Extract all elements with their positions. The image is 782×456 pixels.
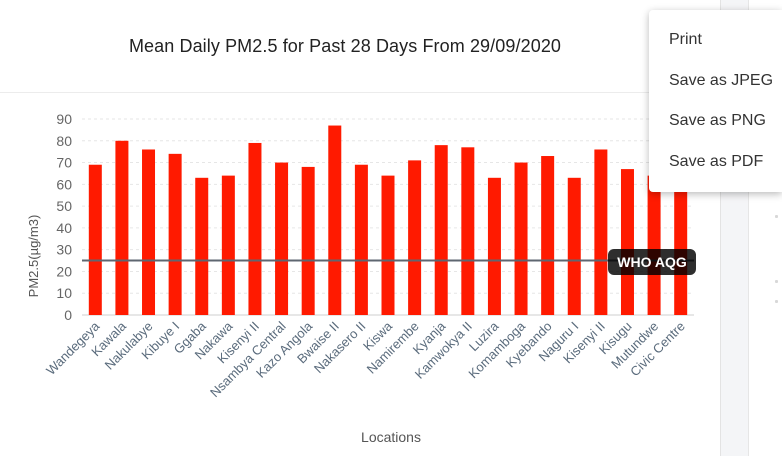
bar[interactable]: [382, 176, 395, 315]
y-tick-label: 30: [56, 242, 72, 258]
bar[interactable]: [142, 149, 155, 315]
bar[interactable]: [328, 126, 341, 315]
bar[interactable]: [461, 147, 474, 315]
card-header: Mean Daily PM2.5 for Past 28 Days From 2…: [0, 0, 720, 93]
bar[interactable]: [621, 169, 634, 315]
bar[interactable]: [195, 178, 208, 315]
bar[interactable]: [275, 163, 288, 315]
bar[interactable]: [435, 145, 448, 315]
y-tick-label: 20: [56, 263, 72, 279]
export-menu: Print Save as JPEG Save as PNG Save as P…: [649, 10, 782, 192]
bars: [89, 126, 687, 315]
y-tick-label: 0: [64, 307, 72, 323]
y-tick-label: 60: [56, 176, 72, 192]
y-tick-label: 80: [56, 133, 72, 149]
y-tick-label: 70: [56, 155, 72, 171]
chart-card: Mean Daily PM2.5 for Past 28 Days From 2…: [0, 0, 721, 456]
who-aqg-label: WHO AQG: [608, 249, 696, 275]
chart-title: Mean Daily PM2.5 for Past 28 Days From 2…: [0, 36, 690, 57]
y-tick-label: 10: [56, 285, 72, 301]
y-tick-label: 90: [56, 111, 72, 127]
bar[interactable]: [248, 143, 261, 315]
bar[interactable]: [89, 165, 102, 315]
y-tick-label: 50: [56, 198, 72, 214]
bar[interactable]: [541, 156, 554, 315]
bar[interactable]: [594, 149, 607, 315]
y-axis-label: PM2.5(µg/m3): [26, 215, 41, 298]
menu-item-save-pdf[interactable]: Save as PDF: [649, 142, 782, 182]
menu-item-save-png[interactable]: Save as PNG: [649, 101, 782, 141]
bar[interactable]: [515, 163, 528, 315]
y-tick-label: 40: [56, 220, 72, 236]
y-axis-ticks: 0 10 20 30 40 50 60 70 80 90: [56, 111, 72, 323]
bar[interactable]: [648, 176, 661, 315]
menu-item-save-jpeg[interactable]: Save as JPEG: [649, 61, 782, 101]
bar[interactable]: [115, 141, 128, 315]
bar[interactable]: [169, 154, 182, 315]
bar[interactable]: [355, 165, 368, 315]
bar[interactable]: [408, 160, 421, 315]
x-axis-label: Locations: [361, 429, 421, 445]
bar[interactable]: [222, 176, 235, 315]
bar[interactable]: [302, 167, 315, 315]
bar[interactable]: [568, 178, 581, 315]
menu-item-print[interactable]: Print: [649, 20, 782, 60]
bar[interactable]: [488, 178, 501, 315]
